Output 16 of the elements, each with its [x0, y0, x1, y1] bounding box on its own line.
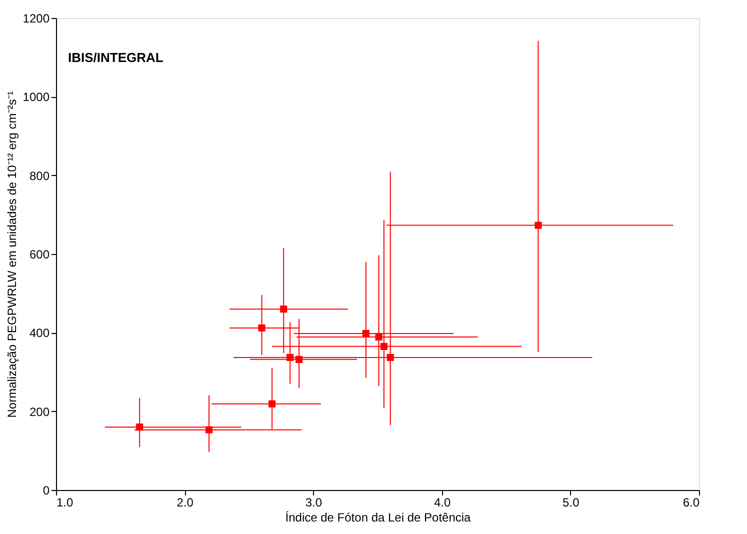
y-tick-label: 200: [29, 404, 50, 419]
x-tick-label: 2.0: [176, 496, 194, 510]
y-axis-title: Normalização PEGPWRLW em unidades de 10⁻¹² erg cm⁻²s⁻¹: [4, 91, 19, 418]
annotation: IBIS/INTEGRAL: [68, 50, 164, 65]
x-tick-label: 5.0: [562, 496, 580, 510]
y-tick-label: 400: [29, 326, 50, 340]
y-tick-label: 600: [29, 248, 50, 262]
x-tick-label: 3.0: [305, 496, 322, 510]
y-tick-label: 0: [42, 484, 50, 498]
x-tick-label: 4.0: [434, 496, 451, 510]
x-tick-label: 6.0: [682, 496, 700, 510]
x-tick-label: 1.0: [56, 496, 74, 510]
y-tick-label: 1000: [22, 90, 50, 104]
x-axis-title: Índice de Fóton da Lei de Potência: [285, 510, 472, 524]
y-tick-label: 800: [29, 168, 50, 183]
y-tick-label: 1200: [22, 12, 50, 26]
